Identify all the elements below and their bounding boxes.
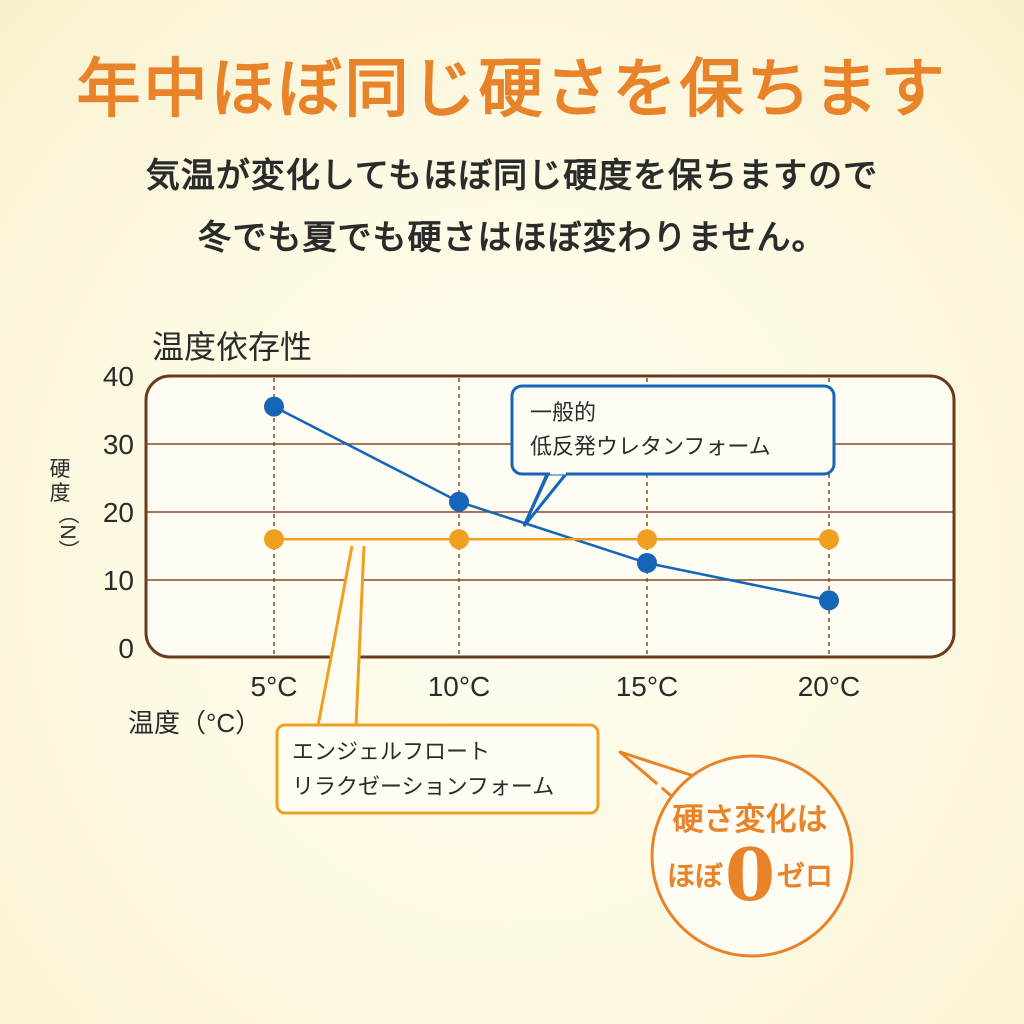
series-1-point-1 xyxy=(449,529,469,550)
badge-line1: 硬さ変化は xyxy=(672,802,828,838)
headline: 年中ほぼ同じ硬さを保ちます xyxy=(76,52,948,127)
urethane-legend-line2: 低反発ウレタンフォーム xyxy=(530,434,771,459)
chart-title: 温度依存性 xyxy=(152,329,312,365)
y-tick-40: 40 xyxy=(103,361,134,392)
y-tick-0: 0 xyxy=(118,633,134,664)
series-0-point-3 xyxy=(819,590,839,611)
series-1-point-3 xyxy=(819,529,839,550)
x-tick-3: 20°C xyxy=(798,671,861,702)
series-0-point-1 xyxy=(449,491,469,512)
series-1-point-2 xyxy=(637,529,657,550)
y-axis-label: 硬 度 （N） xyxy=(50,458,80,561)
x-tick-2: 15°C xyxy=(616,671,679,702)
subtitle-line-2: 冬でも夏でも硬さはほぼ変わりません。 xyxy=(197,218,827,258)
y-tick-30: 30 xyxy=(103,429,134,460)
zero-change-badge xyxy=(618,750,854,958)
series-0-point-2 xyxy=(637,553,657,573)
series-0-point-0 xyxy=(264,396,284,417)
series-line-0 xyxy=(273,405,830,602)
angelfloat-legend-line1: エンジェルフロート xyxy=(292,739,490,764)
series-lines xyxy=(273,405,830,602)
series-points xyxy=(264,396,839,611)
x-tick-1: 10°C xyxy=(428,671,491,702)
y-tick-20: 20 xyxy=(103,497,134,528)
y-tick-10: 10 xyxy=(103,565,134,596)
svg-text:（N）: （N） xyxy=(56,503,79,560)
badge-zero: 0 xyxy=(724,832,776,917)
y-tick-labels: 0 10 20 30 40 xyxy=(103,361,134,664)
urethane-callout: 一般的 低反発ウレタンフォーム xyxy=(510,384,836,527)
subtitle-line-1: 気温が変化してもほぼ同じ硬度を保ちますので xyxy=(145,156,879,196)
x-axis-label: 温度（°C） xyxy=(128,708,261,738)
angelfloat-callout: エンジェルフロート リラクゼーションフォーム xyxy=(275,545,600,815)
badge-prefix: ほぼ xyxy=(666,859,723,893)
urethane-legend-line1: 一般的 xyxy=(530,400,596,425)
svg-text:度: 度 xyxy=(50,482,71,505)
x-tick-0: 5°C xyxy=(251,671,298,702)
badge-line2: ほぼ0ゼロ xyxy=(650,832,850,917)
series-1-point-0 xyxy=(264,529,284,550)
svg-text:硬: 硬 xyxy=(50,458,71,481)
badge-suffix: ゼロ xyxy=(777,859,834,893)
x-tick-labels: 5°C 10°C 15°C 20°C xyxy=(251,671,861,702)
angelfloat-legend-line2: リラクゼーションフォーム xyxy=(292,774,554,799)
